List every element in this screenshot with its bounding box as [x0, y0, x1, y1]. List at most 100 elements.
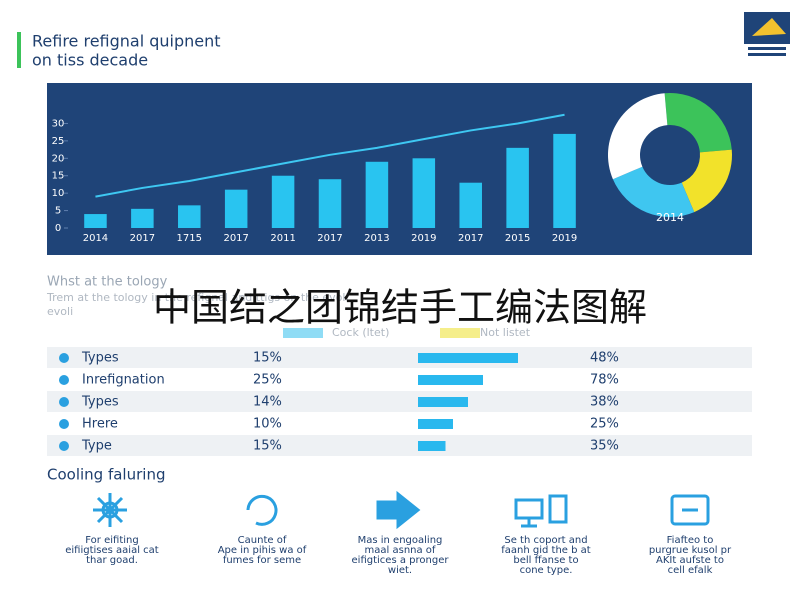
intro-line: Trem at the tology in the refignal and t… [46, 291, 349, 304]
bar [459, 182, 482, 228]
row-bar [418, 375, 483, 385]
x-tick-label: 2017 [317, 233, 342, 244]
x-tick-label: 2017 [458, 233, 483, 244]
bar [318, 179, 342, 228]
feature-text: maal asnna of [365, 545, 436, 556]
feature-text: bell ffanse to [513, 555, 578, 566]
row-bar [418, 441, 446, 451]
table-row [47, 369, 752, 390]
x-tick-label: 2019 [411, 233, 436, 244]
table-row [47, 347, 752, 368]
row-share: 10% [253, 417, 282, 432]
donut-segment [612, 166, 695, 217]
y-tick-label: 0 [55, 223, 61, 234]
overlay-title: 中国结之团锦结手工编法图解 [153, 286, 647, 330]
donut-label: 2014 [656, 211, 684, 224]
bar [365, 161, 389, 228]
donut-segment [681, 149, 733, 213]
bar [506, 147, 529, 228]
feature-text: For eifiting [85, 535, 138, 546]
legend-label: Cock (ltet) [332, 326, 389, 339]
row-share: 15% [253, 351, 282, 366]
feature-text: wiet. [388, 565, 412, 576]
row-total: 38% [590, 395, 619, 410]
row-total: 78% [590, 373, 619, 388]
y-tick-label: 15 [52, 171, 65, 182]
row-share: 15% [253, 439, 282, 454]
row-total: 25% [590, 417, 619, 432]
page-title: Refire refignal quipnent [32, 32, 221, 51]
bar [271, 175, 295, 228]
snow-icon [93, 493, 127, 527]
x-tick-label: 1715 [177, 233, 202, 244]
row-bar [418, 353, 518, 363]
bar [178, 205, 201, 228]
row-total: 35% [590, 439, 619, 454]
legend-swatch [440, 328, 480, 338]
row-name: Type [81, 439, 112, 454]
x-tick-label: 2011 [270, 233, 295, 244]
bar [224, 189, 248, 228]
x-tick-label: 2015 [505, 233, 530, 244]
device-icon [514, 494, 568, 528]
y-tick-label: 20 [52, 153, 65, 164]
feature-text: thar goad. [86, 555, 138, 566]
section-heading: Cooling faluring [47, 466, 165, 484]
bar [131, 208, 154, 228]
row-dot [59, 353, 69, 363]
feature-text: faanh gid the b at [501, 545, 591, 556]
cycle-icon [246, 494, 278, 526]
feature-text: purgrue kusol pr [649, 545, 732, 556]
x-tick-label: 2017 [223, 233, 248, 244]
feature-icons [93, 490, 710, 530]
y-tick-label: 10 [52, 188, 65, 199]
feature-text: Mas in engoaling [358, 535, 443, 546]
bar [84, 214, 107, 228]
feature-text: Caunte of [238, 535, 287, 546]
x-tick-label: 2019 [552, 233, 577, 244]
row-dot [59, 375, 69, 385]
feature-text: AKIt aufste to [656, 555, 724, 566]
feature-text: Fiafteo to [667, 535, 714, 546]
feature-text: fumes for seme [223, 555, 301, 566]
table-row [47, 435, 752, 456]
row-share: 25% [253, 373, 282, 388]
row-bar [418, 397, 468, 407]
row-dot [59, 397, 69, 407]
feature-text: Ape in pihis wa of [218, 545, 307, 556]
y-tick-label: 25 [52, 136, 65, 147]
x-tick-label: 2017 [130, 233, 155, 244]
feature-text: eifigtices a pronger [352, 555, 450, 566]
donut-segment [608, 93, 668, 180]
feature-text: eifiigtises aaial cat [65, 545, 159, 556]
row-name: Types [81, 395, 119, 410]
unit-icon [670, 494, 710, 526]
row-name: Hrere [82, 417, 118, 432]
y-tick-label: 30 [52, 118, 65, 129]
x-tick-label: 2014 [83, 233, 108, 244]
x-tick-label: 2013 [364, 233, 389, 244]
accent-bar [17, 32, 21, 68]
feature-text: cone type. [520, 565, 573, 576]
intro-line: evoli [47, 305, 73, 318]
row-name: Inrefignation [82, 373, 165, 388]
section-heading: Whst at the tology [47, 275, 168, 290]
y-tick-label: 5 [55, 206, 61, 217]
row-dot [59, 419, 69, 429]
bar [412, 158, 436, 228]
table-row [47, 413, 752, 434]
legend-label: Not listet [480, 326, 531, 339]
legend-swatch [283, 328, 323, 338]
donut-segment [664, 93, 732, 153]
feature-text: cell efalk [668, 565, 713, 576]
page-title: on tiss decade [32, 51, 148, 70]
row-name: Types [81, 351, 119, 366]
logo [744, 12, 790, 56]
trend-line [95, 113, 565, 198]
row-total: 48% [590, 351, 619, 366]
bar [553, 133, 576, 228]
table-row [47, 391, 752, 412]
row-dot [59, 441, 69, 451]
arrow-icon [376, 490, 421, 530]
